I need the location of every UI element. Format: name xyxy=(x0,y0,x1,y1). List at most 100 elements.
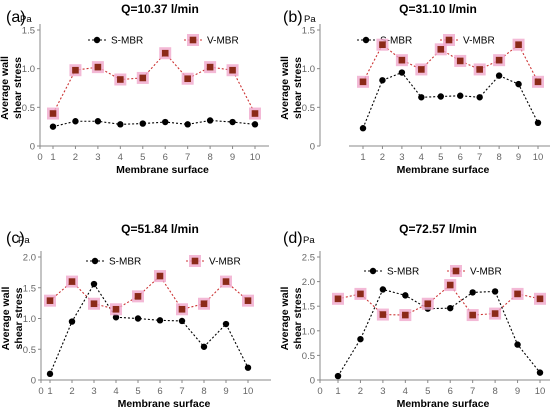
legend-marker xyxy=(91,257,99,265)
x-tick-label: 3 xyxy=(399,152,404,163)
y-axis-label: Average wallshear stress xyxy=(0,56,24,120)
v-mbr-point xyxy=(46,297,54,304)
v-mbr-point xyxy=(402,311,409,319)
x-tick-label: 5 xyxy=(135,386,140,397)
x-tick-label: 8 xyxy=(496,152,501,163)
v-mbr-point xyxy=(222,278,230,285)
s-mbr-point xyxy=(251,121,259,128)
v-mbr-point xyxy=(229,66,236,74)
legend-marker xyxy=(191,257,199,265)
v-mbr-point xyxy=(418,66,425,73)
s-mbr-point xyxy=(90,280,98,288)
x-axis-label: Membrane surface xyxy=(118,398,211,409)
y-tick-label: 2.0 xyxy=(302,277,315,288)
v-mbr-point xyxy=(424,300,432,308)
y-tick-label: 1.0 xyxy=(23,314,36,325)
x-tick-label: 2 xyxy=(380,152,385,163)
x-tick-label: 4 xyxy=(419,152,424,163)
v-mbr-point xyxy=(94,63,102,71)
x-tick-label: 2 xyxy=(358,386,363,397)
s-mbr-point xyxy=(162,118,169,126)
y-tick-label: 0.5 xyxy=(302,103,315,114)
v-mbr-point xyxy=(68,278,76,285)
legend-marker xyxy=(189,36,197,44)
panel-label: (c) xyxy=(6,230,25,247)
x-tick-label: 9 xyxy=(223,386,228,397)
y-tick-label: 1.5 xyxy=(302,26,315,37)
s-mbr-point xyxy=(139,120,146,127)
v-mbr-point xyxy=(514,290,521,298)
y-tick-label: 1.5 xyxy=(22,26,35,37)
legend-marker xyxy=(452,267,460,275)
s-mbr-point xyxy=(398,69,406,76)
v-mbr-point xyxy=(117,76,124,83)
chart-panel-b: (b) Q=31.10 l/min Pa 0 0.5 1.0 1.5 1 2 3 4 5 6 7 8 9 10 M… xyxy=(279,2,550,176)
y-tick-label: 0 xyxy=(31,376,36,387)
v-mbr-point xyxy=(456,57,464,65)
s-mbr-point xyxy=(68,318,76,325)
x-tick-label: 7 xyxy=(185,152,190,163)
v-mbr-point xyxy=(495,56,503,64)
legend-label: S-MBR xyxy=(387,267,419,278)
v-mbr-point xyxy=(161,49,169,57)
y-axis-label-line: shear stress xyxy=(12,57,24,119)
y-tick-label: 2.0 xyxy=(23,253,36,264)
legend-label: V-MBR xyxy=(470,267,502,278)
y-tick-label: 2.5 xyxy=(302,253,315,264)
x-tick-label: 2 xyxy=(69,386,74,397)
x-tick-label: 5 xyxy=(425,386,430,397)
chart-panel-d: (d) Q=72.57 l/min Pa 0 0.5 1.0 1.5 2.0 2.5 0 1 2 3 4 5… xyxy=(279,222,550,409)
s-mbr-point xyxy=(418,94,425,101)
v-mbr-point xyxy=(357,290,364,298)
x-tick-label: 6 xyxy=(163,152,168,163)
v-mbr-point xyxy=(398,56,406,64)
v-mbr-point xyxy=(379,311,387,318)
v-mbr-line xyxy=(337,284,541,316)
y-tick-label: 1.5 xyxy=(302,302,315,313)
y-axis-label-line: Average wall xyxy=(279,56,291,120)
unit-label: Pa xyxy=(304,14,316,25)
s-mbr-point xyxy=(357,335,364,343)
v-mbr-line xyxy=(49,275,249,310)
unit-label: Pa xyxy=(18,235,30,246)
legend-label: S-MBR xyxy=(111,36,143,47)
x-tick-label: 4 xyxy=(113,386,118,397)
v-mbr-point xyxy=(72,66,79,74)
x-tick-label: 0 xyxy=(38,386,43,397)
x-tick-label: 8 xyxy=(201,386,206,397)
s-mbr-point xyxy=(156,317,164,324)
s-mbr-point xyxy=(117,121,124,128)
x-tick-label: 9 xyxy=(515,386,520,397)
x-tick-label: 6 xyxy=(448,386,453,397)
s-mbr-point xyxy=(359,125,367,132)
s-mbr-point xyxy=(94,118,102,125)
x-tick-label: 10 xyxy=(535,386,546,397)
v-mbr-point xyxy=(536,295,544,303)
x-tick-label: 7 xyxy=(477,152,482,163)
x-tick-label: 5 xyxy=(140,152,145,163)
v-mbr-point xyxy=(156,272,164,280)
v-mbr-point xyxy=(476,66,483,73)
x-axis-label: Membrane surface xyxy=(116,164,209,176)
panel-label: (a) xyxy=(6,9,26,26)
v-mbr-point xyxy=(359,78,367,86)
y-axis-label: Average wallshear stress xyxy=(0,287,25,351)
chart-panel-c: (c) Q=51.84 l/min Pa 0 0.5 1.0 1.5 2.0 0 1 2 3 4 5 6 7 8… xyxy=(0,222,271,409)
unit-label: Pa xyxy=(20,14,32,25)
y-axis-label-line: shear stress xyxy=(292,57,304,119)
v-mbr-point xyxy=(139,74,147,82)
panel-label: (d) xyxy=(283,230,303,247)
x-tick-label: 9 xyxy=(516,152,521,163)
y-tick-label: 0 xyxy=(310,142,315,153)
s-mbr-point xyxy=(244,364,252,371)
x-tick-label: 4 xyxy=(403,386,408,397)
v-mbr-point xyxy=(379,41,386,48)
legend-marker xyxy=(445,36,453,44)
v-mbr-point xyxy=(184,75,191,83)
v-mbr-point xyxy=(178,305,186,313)
s-mbr-point xyxy=(491,288,499,295)
v-mbr-point xyxy=(112,305,120,313)
unit-label: Pa xyxy=(303,235,315,246)
